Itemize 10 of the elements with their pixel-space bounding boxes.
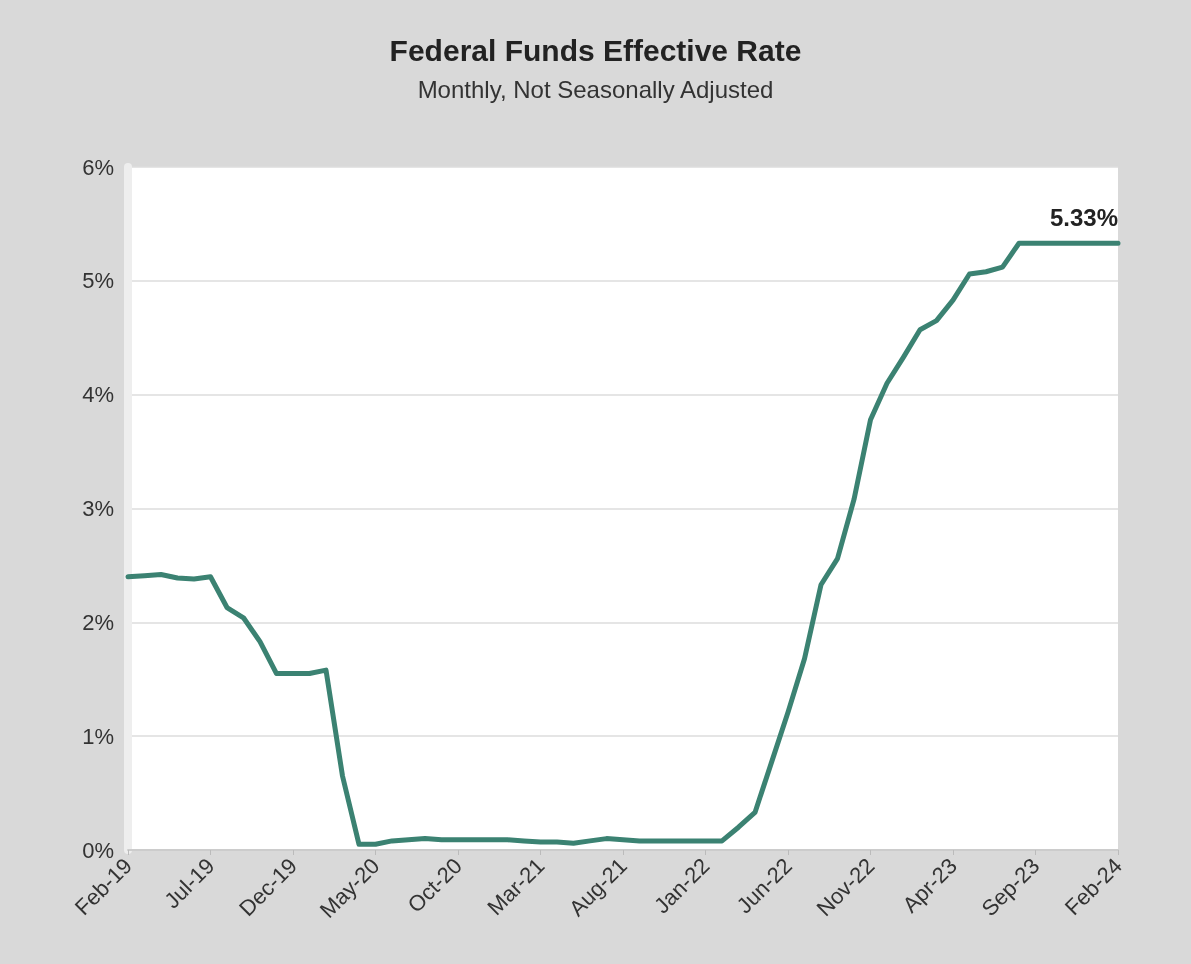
y-tick-label: 0% <box>82 837 114 863</box>
y-tick-label: 1% <box>82 723 114 749</box>
y-tick-label: 6% <box>82 154 114 180</box>
chart-subtitle: Monthly, Not Seasonally Adjusted <box>417 75 774 103</box>
y-tick-label: 4% <box>82 382 114 408</box>
y-tick-label: 3% <box>82 496 114 521</box>
y-tick-label: 5% <box>82 268 114 294</box>
annotation: 5.33% <box>1049 203 1118 231</box>
y-tick-label: 2% <box>82 609 114 635</box>
chart-title: Federal Funds Effective Rate <box>389 33 802 67</box>
